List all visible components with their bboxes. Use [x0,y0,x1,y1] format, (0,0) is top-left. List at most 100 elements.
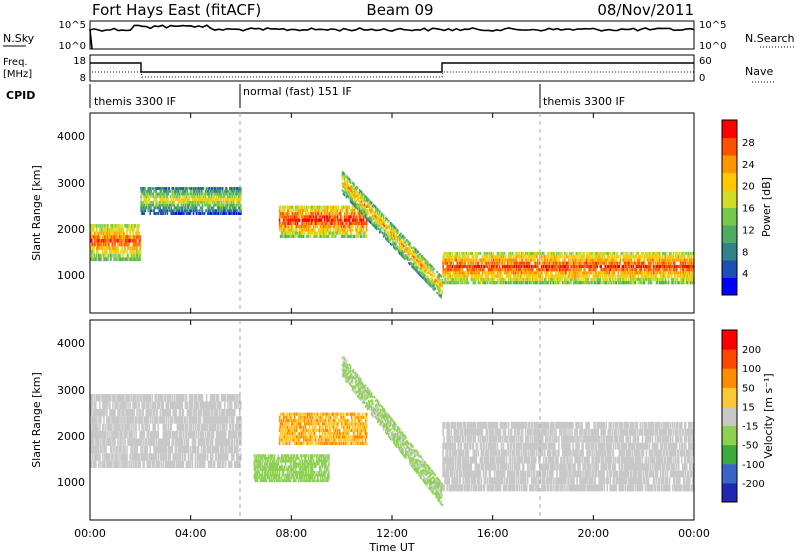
freq-tick-top: 18 [73,56,86,67]
power-colorbar-cell [722,260,737,278]
nsearch-tick-bottom: 10^0 [699,41,726,52]
freq-tick-bottom: 8 [80,73,86,84]
cpid-row: CPID themis 3300 IF normal (fast) 151 IF… [6,84,625,108]
power-colorbar-tick: 16 [742,204,755,215]
feature-early-band [90,394,242,469]
power-panel: Slant Range [km] 4000 3000 2000 1000 282… [30,112,773,314]
velocity-colorbar-tick: 200 [742,345,761,356]
velocity-colorbar-cell [722,330,737,350]
feature-green-streaks [253,454,330,483]
cpid-mode-3: themis 3300 IF [543,95,625,108]
velocity-colorbar-cell [722,368,737,388]
power-colorbar-cell [722,120,737,138]
power-colorbar-tick: 28 [742,138,755,149]
feature-early-band [90,224,141,262]
nsearch-tick-top: 10^5 [699,20,726,31]
nsky-trace [89,24,695,50]
feature-mid-band [140,187,242,215]
velocity-ytick-2000: 2000 [57,430,85,443]
velocity-colorbar-tick: -50 [742,441,758,452]
velocity-heatmap [90,356,695,507]
power-colorbar-cell [722,242,737,261]
xtick-label: 20:00 [577,527,609,540]
velocity-yaxis: 4000 3000 2000 1000 [57,337,85,489]
velocity-ytick-1000: 1000 [57,476,85,489]
feature-central-blob [278,205,368,238]
velocity-colorbar-tick: -15 [742,422,758,433]
power-colorbar-tick: 12 [742,225,755,236]
nave-tick-top: 60 [699,56,712,67]
xtick-label: 16:00 [477,527,509,540]
nave-tick-bottom: 0 [699,73,705,84]
power-ytick-4000: 4000 [57,130,85,143]
site-title: Fort Hays East (fitACF) [92,1,261,19]
feature-late-band [442,421,695,492]
velocity-ytick-4000: 4000 [57,337,85,350]
freq-trace [90,62,694,73]
power-ytick-2000: 2000 [57,223,85,236]
velocity-colorbar-cell [722,425,737,446]
beam-title: Beam 09 [366,1,433,19]
power-colorbar-tick: 4 [742,269,748,280]
velocity-colorbar-cell [722,444,737,465]
velocity-colorbar-tick: 50 [742,383,755,394]
power-colorbar-cell [722,137,737,156]
velocity-colorbar-cell [722,406,737,427]
xtick-label: 00:00 [678,527,710,540]
nsearch-label: N.Search [745,32,795,45]
freq-label-line1: Freq. [3,57,28,68]
power-ytick-1000: 1000 [57,269,85,282]
power-colorbar-tick: 24 [742,160,755,171]
xaxis-label: Time UT [368,541,414,554]
velocity-ytick-3000: 3000 [57,384,85,397]
power-ytick-3000: 3000 [57,177,85,190]
power-heatmap [90,170,695,299]
freq-label-line2: [MHz] [3,69,32,80]
velocity-colorbar-tick: -200 [742,479,765,490]
cpid-mode-2: normal (fast) 151 IF [243,85,352,98]
feature-descending-arc [341,170,443,299]
freq-panel: Freq. [MHz] 18 8 60 0 Nave [3,54,775,84]
velocity-colorbar-cell [722,387,737,407]
feature-descending-arc [341,356,443,507]
xtick-label: 00:00 [74,527,106,540]
xtick-label: 08:00 [275,527,307,540]
power-yaxis: 4000 3000 2000 1000 [57,130,85,282]
feature-late-band [442,251,695,285]
feature-central-blob [278,412,368,445]
time-axis: 00:00 04:00 08:00 12:00 16:00 20:00 00:00 [74,113,710,540]
nsky-tick-top: 10^5 [59,20,86,31]
velocity-panel: Slant Range [km] 4000 3000 2000 1000 200… [30,319,775,521]
nave-trace [92,71,694,78]
xtick-label: 04:00 [175,527,207,540]
power-colorbar-cell [722,172,737,191]
velocity-colorbar-cell [722,482,737,503]
velocity-colorbar-cell [722,463,737,484]
velocity-colorbar-title: Velocity [m s⁻¹] [762,373,775,458]
power-colorbar-cell [722,155,737,173]
nsky-tick-bottom: 10^0 [59,41,86,52]
power-colorbar-tick: 20 [742,182,755,193]
power-colorbar-tick: 8 [742,247,748,258]
xtick-label: 12:00 [376,527,408,540]
velocity-ylabel: Slant Range [km] [30,372,43,468]
power-colorbar-cell [722,277,737,296]
velocity-colorbar: 200 100 50 15 -15 -50 -100 -200 Velocity [m s⁻¹… [721,329,775,503]
nsky-label: N.Sky [3,32,35,45]
power-colorbar-cell [722,207,737,226]
power-colorbar: 28 24 20 16 12 8 4 Power [dB] [721,119,773,296]
cpid-label: CPID [6,89,35,102]
nave-label: Nave [745,65,773,78]
cpid-mode-1: themis 3300 IF [94,95,176,108]
power-colorbar-cell [722,225,737,243]
nsky-panel: N.Sky 10^5 10^0 10^5 10^0 N.Search [3,20,795,52]
date-title: 08/Nov/2011 [597,1,694,19]
power-colorbar-title: Power [dB] [760,177,773,237]
velocity-colorbar-tick: 100 [742,364,761,375]
velocity-colorbar-cell [722,349,737,369]
velocity-colorbar-tick: -100 [742,460,765,471]
power-ylabel: Slant Range [km] [30,165,43,261]
velocity-colorbar-tick: 15 [742,402,755,413]
power-colorbar-cell [722,190,737,208]
